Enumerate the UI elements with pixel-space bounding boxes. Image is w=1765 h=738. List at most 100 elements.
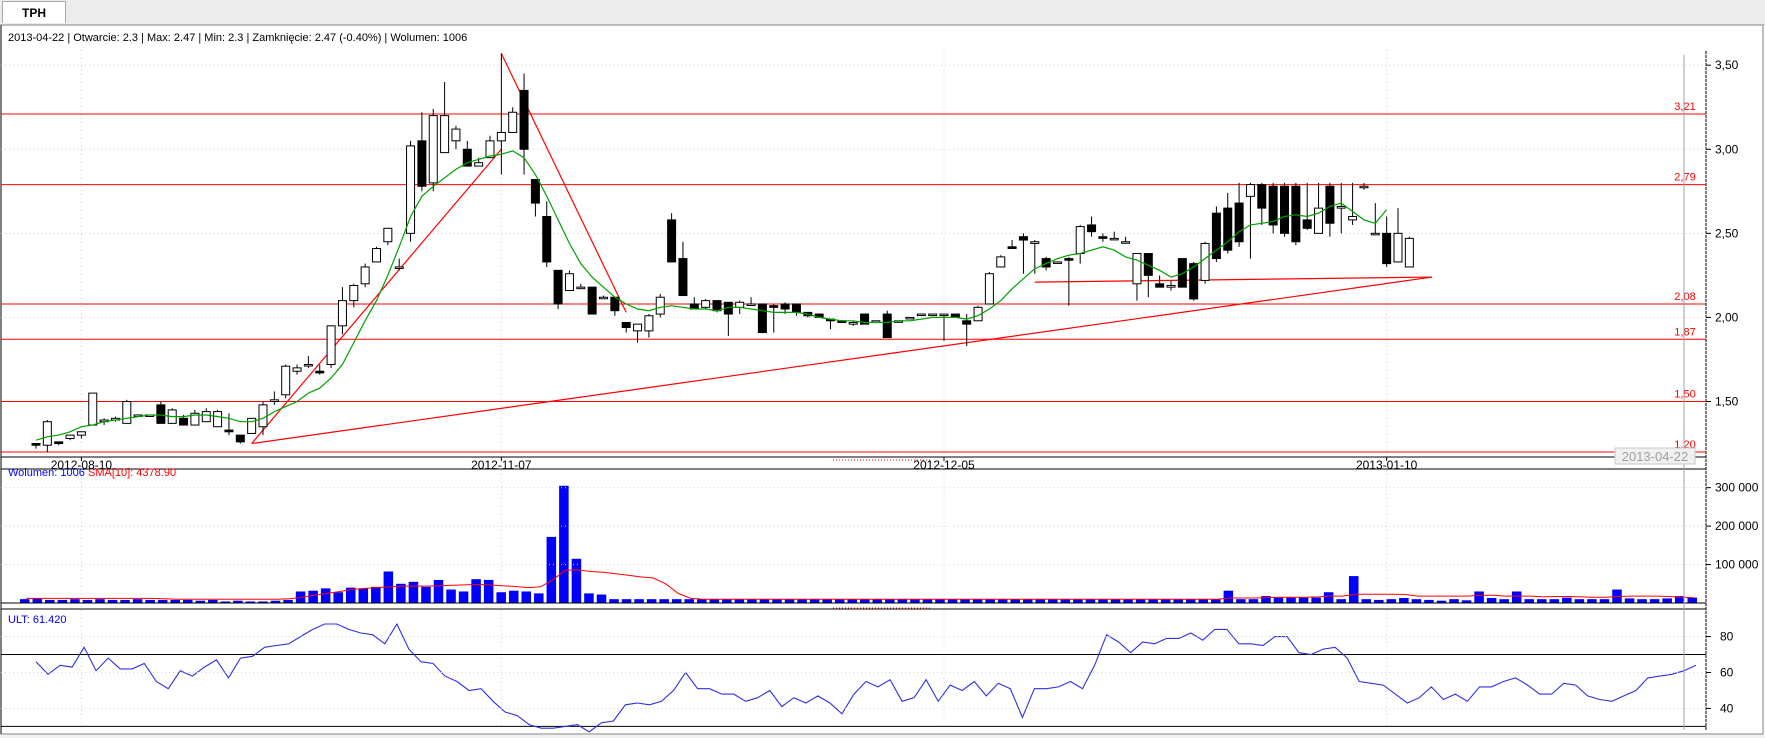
volume-bar <box>621 599 632 603</box>
volume-bar <box>20 599 30 603</box>
candle-down <box>1291 185 1301 243</box>
level-label: 3,21 <box>1674 101 1695 113</box>
candle-down <box>54 441 64 445</box>
ult-line <box>35 622 1697 733</box>
candle-down <box>1234 202 1244 243</box>
volume-bar <box>1298 597 1309 603</box>
candle-up <box>190 412 200 426</box>
volume-bar <box>972 599 983 603</box>
volume-bar <box>333 592 343 603</box>
candle-down <box>1189 263 1199 300</box>
candle-down <box>31 443 41 446</box>
chart-svg[interactable]: 2013-04-22 | Otwarcie: 2.3 | Max: 2.47 |… <box>0 24 1765 735</box>
volume-bar <box>1537 599 1547 603</box>
candle-down <box>1280 185 1289 234</box>
candle-down <box>1018 236 1028 241</box>
candle-down <box>621 321 631 329</box>
volume-bar <box>1198 599 1209 603</box>
volume-bar <box>358 588 369 603</box>
y-tick-label: 2,50 <box>1715 226 1739 240</box>
candle-up <box>1053 261 1062 264</box>
volume-bar <box>571 558 582 603</box>
volume-bar <box>1211 599 1221 603</box>
volume-bar <box>45 599 55 603</box>
candle-up <box>633 323 643 332</box>
volume-bar <box>659 599 669 603</box>
volume-bar <box>546 536 557 603</box>
candle-up <box>644 315 654 332</box>
candle-down <box>1041 258 1051 268</box>
volume-bar <box>584 593 594 603</box>
candle-up <box>122 401 132 424</box>
volume-bar <box>496 592 506 603</box>
volume-bar <box>847 599 857 603</box>
volume-bar <box>1085 599 1096 603</box>
chart-frame <box>0 24 1764 735</box>
volume-bar <box>1336 599 1346 603</box>
volume-bar <box>1399 598 1409 603</box>
candle-up <box>1075 226 1085 255</box>
volume-bar <box>396 583 406 603</box>
candle-up <box>303 364 313 367</box>
volume-bar <box>371 586 381 603</box>
candle-up <box>213 411 223 428</box>
x-tick-label: 2012-11-07 <box>471 458 532 472</box>
candle-up <box>88 392 98 426</box>
volume-bar <box>809 599 820 603</box>
volume-bar <box>1073 599 1083 603</box>
volume-y-tick-label: 300 000 <box>1715 481 1759 495</box>
tab-bar: TPH <box>0 0 1765 25</box>
tab-tph[interactable]: TPH <box>2 1 66 23</box>
candle-up <box>394 266 404 269</box>
volume-bar <box>1123 599 1133 603</box>
price-grid <box>1 50 1707 730</box>
volume-bar <box>1223 590 1234 603</box>
candle-up <box>508 111 518 133</box>
candle-down <box>1177 258 1187 288</box>
candle-up <box>1030 241 1040 244</box>
volume-bar <box>1160 599 1171 603</box>
volume-bar <box>1022 599 1033 603</box>
candle-down <box>791 303 801 313</box>
volume-bar <box>82 599 93 603</box>
candle-down <box>1087 224 1097 233</box>
volume-bar <box>1486 598 1497 603</box>
volume-bar <box>960 599 970 603</box>
volume-bar <box>1574 599 1585 603</box>
x-axis: 2012-08-10 2012-11-07 2012-12-05 2013-01-10… <box>1 456 1706 472</box>
volume-bar <box>1323 592 1334 603</box>
volume-bar <box>220 601 231 603</box>
candle-up <box>1314 207 1324 234</box>
volume-bar <box>1048 599 1058 603</box>
candle-up <box>576 286 586 290</box>
y-tick-label: 1,50 <box>1715 395 1739 409</box>
volume-bar <box>860 599 870 603</box>
volume-bar <box>182 599 193 603</box>
volume-bar <box>872 599 883 603</box>
volume-bar <box>1587 599 1597 603</box>
volume-bar <box>1424 599 1434 603</box>
ult-y-tick-label: 60 <box>1720 666 1734 680</box>
price-y-axis: 1,50 2,00 2,50 3,00 3,50 <box>1706 58 1739 409</box>
volume-sma-line <box>26 569 1694 600</box>
volume-bar <box>609 599 619 603</box>
volume-bar <box>132 599 143 603</box>
candle-up <box>440 115 450 154</box>
volume-bar <box>997 599 1008 603</box>
candle-up <box>42 421 52 446</box>
candle-down <box>1382 232 1392 265</box>
volume-bar <box>1035 599 1046 603</box>
volume-bar <box>1248 599 1259 603</box>
volume-bar <box>195 600 206 603</box>
candle-up <box>247 417 257 434</box>
candle-down <box>769 305 779 308</box>
volume-bar <box>1311 597 1321 603</box>
date-highlight-box <box>1614 447 1696 465</box>
sma-line <box>35 150 1388 441</box>
candle-down <box>1268 185 1278 226</box>
candle-down <box>1143 253 1153 276</box>
volume-bar <box>1236 599 1246 603</box>
volume-bar <box>1649 599 1660 603</box>
volume-bar <box>747 599 757 603</box>
volume-bar <box>671 599 682 603</box>
